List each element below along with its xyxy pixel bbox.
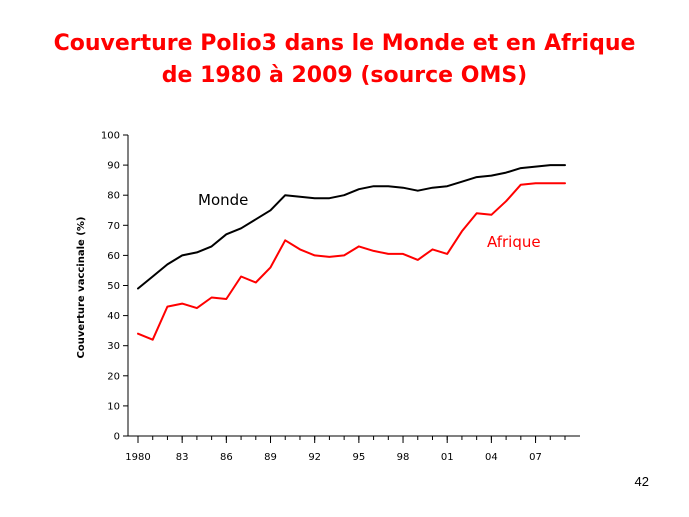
x-tick-label: 04 bbox=[485, 452, 498, 463]
series-label-afrique: Afrique bbox=[487, 233, 541, 251]
x-tick-label: 83 bbox=[176, 452, 189, 463]
y-tick-label: 10 bbox=[107, 401, 120, 412]
y-tick-label: 0 bbox=[114, 432, 120, 443]
y-tick-label: 60 bbox=[107, 251, 120, 262]
slide-title-line-2: de 1980 à 2009 (source OMS) bbox=[161, 63, 528, 88]
series-line-monde bbox=[137, 164, 566, 290]
slide-title: Couverture Polio3 dans le Monde et en Af… bbox=[0, 28, 689, 92]
y-tick-label: 100 bbox=[101, 131, 120, 142]
y-tick-label: 20 bbox=[107, 371, 120, 382]
y-axis-title: Couverture vaccinale (%) bbox=[76, 217, 87, 359]
x-tick-label: 98 bbox=[397, 452, 410, 463]
series-label-monde: Monde bbox=[198, 191, 248, 209]
slide-title-line-1: Couverture Polio3 dans le Monde et en Af… bbox=[53, 31, 636, 56]
y-tick-label: 30 bbox=[107, 341, 120, 352]
chart-axes: 0 10 20 30 40 50 60 70 80 90 100 1980 83 86 89 92 95 98 01… bbox=[76, 131, 580, 463]
page-number: 42 bbox=[634, 474, 649, 489]
chart-series bbox=[137, 164, 566, 341]
chart-series-labels: Monde Afrique bbox=[198, 191, 541, 251]
x-tick-label: 1980 bbox=[125, 452, 150, 463]
y-tick-label: 50 bbox=[107, 281, 120, 292]
x-tick-label: 01 bbox=[441, 452, 454, 463]
y-tick-label: 80 bbox=[107, 191, 120, 202]
x-tick-label: 07 bbox=[529, 452, 542, 463]
x-tick-label: 86 bbox=[220, 452, 233, 463]
x-tick-label: 89 bbox=[264, 452, 277, 463]
series-line-afrique bbox=[137, 182, 566, 341]
y-tick-label: 90 bbox=[107, 161, 120, 172]
x-tick-label: 92 bbox=[308, 452, 321, 463]
y-tick-label: 70 bbox=[107, 221, 120, 232]
x-tick-label: 95 bbox=[352, 452, 365, 463]
y-tick-label: 40 bbox=[107, 311, 120, 322]
